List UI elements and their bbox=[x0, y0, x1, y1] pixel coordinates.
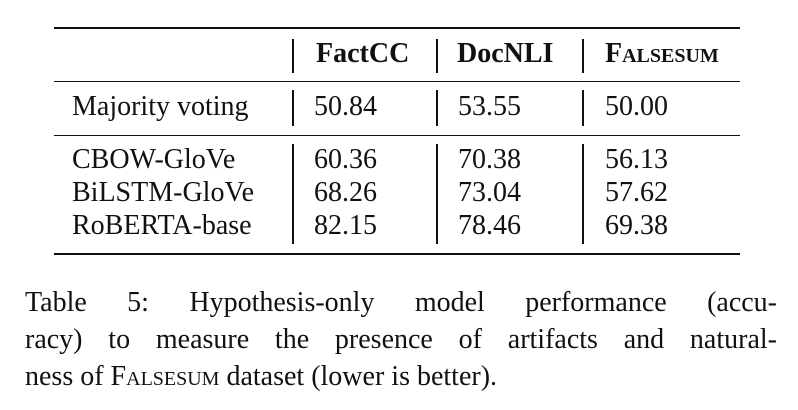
table-row: CBOW-GloVe 60.36 70.38 56.13 bbox=[54, 143, 740, 177]
baseline-rule bbox=[54, 135, 740, 136]
column-separator bbox=[582, 39, 584, 73]
caption-text: ness of bbox=[25, 361, 111, 392]
column-separator bbox=[436, 90, 438, 126]
docnli-value: 53.55 bbox=[458, 91, 521, 122]
caption-line-3: ness of Falsesum dataset (lower is bette… bbox=[25, 358, 777, 395]
column-header-falsesum: Falsesum bbox=[605, 38, 719, 69]
table-bottom-rule bbox=[54, 253, 740, 255]
column-separator bbox=[582, 144, 584, 244]
table-header-row: FactCC DocNLI Falsesum bbox=[54, 37, 740, 71]
table-row: Majority voting 50.84 53.55 50.00 bbox=[54, 90, 740, 124]
column-separator bbox=[292, 90, 294, 126]
model-name: RoBERTA-base bbox=[72, 210, 252, 241]
falsesum-value: 69.38 bbox=[605, 210, 668, 241]
caption-line-2: racy) to measure the presence of artifac… bbox=[25, 324, 777, 355]
column-separator bbox=[292, 39, 294, 73]
factcc-value: 82.15 bbox=[314, 210, 377, 241]
factcc-value: 50.84 bbox=[314, 91, 377, 122]
column-header-docnli: DocNLI bbox=[457, 38, 554, 69]
column-separator bbox=[436, 144, 438, 244]
column-separator bbox=[292, 144, 294, 244]
falsesum-value: 56.13 bbox=[605, 144, 668, 175]
column-separator bbox=[582, 90, 584, 126]
model-name: Majority voting bbox=[72, 91, 249, 122]
table-row: RoBERTA-base 82.15 78.46 69.38 bbox=[54, 209, 740, 243]
model-name: CBOW-GloVe bbox=[72, 144, 236, 175]
model-name: BiLSTM-GloVe bbox=[72, 177, 254, 208]
header-rule bbox=[54, 81, 740, 82]
column-separator bbox=[436, 39, 438, 73]
caption-line-1: Table 5: Hypothesis-only model performan… bbox=[25, 287, 777, 318]
column-header-factcc: FactCC bbox=[316, 38, 410, 69]
table-top-rule bbox=[54, 27, 740, 29]
factcc-value: 68.26 bbox=[314, 177, 377, 208]
factcc-value: 60.36 bbox=[314, 144, 377, 175]
falsesum-value: 57.62 bbox=[605, 177, 668, 208]
docnli-value: 70.38 bbox=[458, 144, 521, 175]
table-row: BiLSTM-GloVe 68.26 73.04 57.62 bbox=[54, 176, 740, 210]
docnli-value: 73.04 bbox=[458, 177, 521, 208]
docnli-value: 78.46 bbox=[458, 210, 521, 241]
table-caption: Table 5: Hypothesis-only model performan… bbox=[25, 284, 777, 395]
falsesum-value: 50.00 bbox=[605, 91, 668, 122]
dataset-name: Falsesum bbox=[110, 361, 220, 392]
caption-text: dataset (lower is better). bbox=[219, 361, 498, 392]
